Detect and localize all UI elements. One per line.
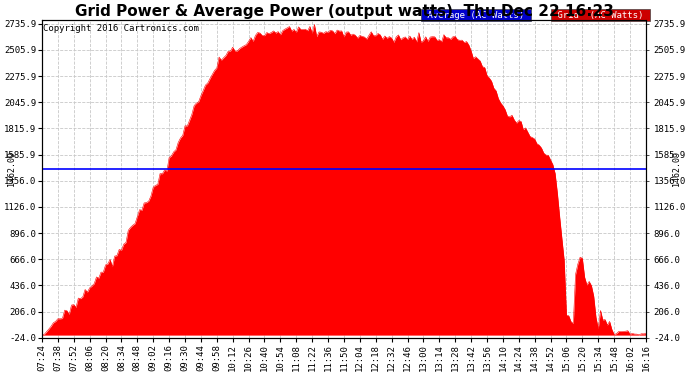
Text: 1462.09: 1462.09 [672,151,681,186]
Text: Average (AC Watts): Average (AC Watts) [422,11,530,20]
Text: 1462.09: 1462.09 [7,151,16,186]
Text: Copyright 2016 Cartronics.com: Copyright 2016 Cartronics.com [43,24,199,33]
Text: Grid  (AC Watts): Grid (AC Watts) [552,11,649,20]
Title: Grid Power & Average Power (output watts)  Thu Dec 22 16:23: Grid Power & Average Power (output watts… [75,4,613,19]
